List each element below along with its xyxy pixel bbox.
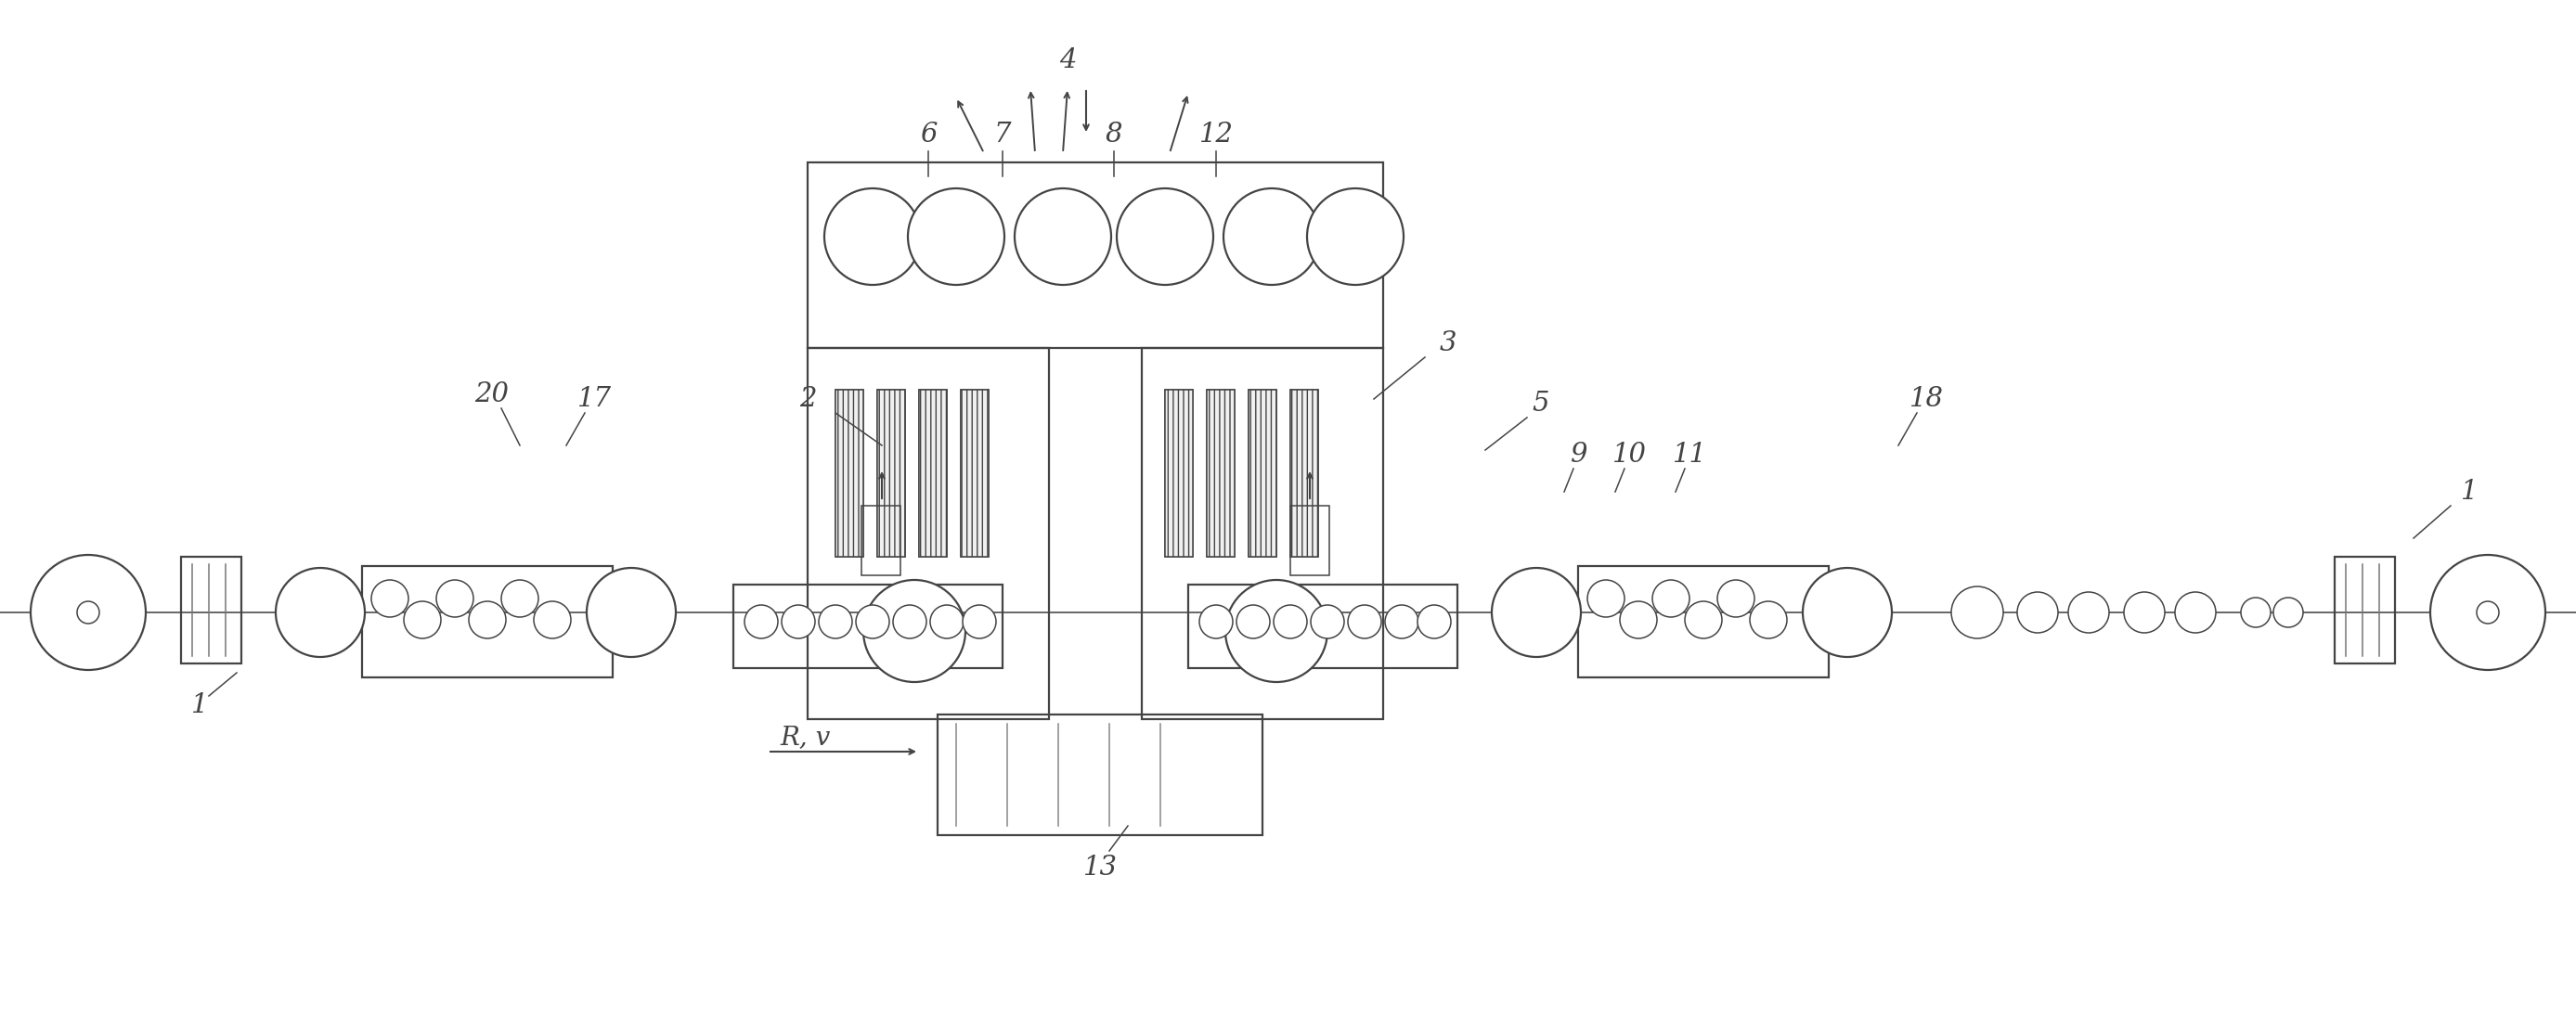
Circle shape	[824, 188, 920, 285]
Circle shape	[819, 605, 853, 639]
Circle shape	[1236, 605, 1270, 639]
Bar	[1164, 389, 1193, 557]
Bar	[1141, 348, 1383, 719]
Bar	[835, 389, 863, 557]
Text: 8: 8	[1105, 122, 1123, 147]
Bar	[180, 557, 242, 663]
Bar	[1291, 506, 1329, 576]
Bar	[809, 163, 1383, 348]
Circle shape	[1224, 188, 1319, 285]
Circle shape	[1651, 580, 1690, 617]
Text: 9: 9	[1569, 442, 1587, 468]
Text: 17: 17	[577, 386, 611, 412]
Circle shape	[1311, 605, 1345, 639]
Bar	[835, 389, 863, 557]
Text: 5: 5	[1533, 390, 1551, 417]
Bar	[734, 585, 1002, 668]
Text: 1: 1	[2460, 479, 2478, 505]
Circle shape	[77, 602, 100, 623]
Circle shape	[744, 605, 778, 639]
Circle shape	[2017, 592, 2058, 632]
Circle shape	[2174, 592, 2215, 632]
Bar	[1291, 389, 1319, 557]
Bar	[920, 389, 948, 557]
Bar	[2334, 557, 2396, 663]
Circle shape	[963, 605, 997, 639]
Circle shape	[276, 568, 366, 657]
Bar	[1579, 566, 1829, 678]
Circle shape	[907, 188, 1005, 285]
Text: 20: 20	[474, 381, 510, 407]
Circle shape	[1273, 605, 1306, 639]
Circle shape	[1749, 602, 1788, 639]
Circle shape	[371, 580, 410, 617]
Circle shape	[930, 605, 963, 639]
Circle shape	[1685, 602, 1721, 639]
Circle shape	[1492, 568, 1582, 657]
Circle shape	[2241, 597, 2269, 627]
Text: 2: 2	[799, 386, 817, 412]
Circle shape	[855, 605, 889, 639]
Circle shape	[31, 555, 147, 670]
Circle shape	[1015, 188, 1110, 285]
Circle shape	[2275, 597, 2303, 627]
Circle shape	[2125, 592, 2164, 632]
Text: 13: 13	[1082, 855, 1118, 881]
Text: 1: 1	[191, 692, 209, 718]
Bar	[809, 348, 1048, 719]
Bar	[1206, 389, 1234, 557]
Circle shape	[2476, 602, 2499, 623]
Text: 4: 4	[1059, 47, 1077, 73]
Circle shape	[894, 605, 927, 639]
Bar	[1249, 389, 1275, 557]
Bar	[1206, 389, 1234, 557]
Bar	[860, 506, 902, 576]
Circle shape	[2429, 555, 2545, 670]
Circle shape	[587, 568, 675, 657]
Circle shape	[1950, 586, 2004, 639]
Text: 3: 3	[1440, 331, 1455, 356]
Circle shape	[781, 605, 814, 639]
Bar	[878, 389, 904, 557]
Circle shape	[1803, 568, 1891, 657]
Circle shape	[502, 580, 538, 617]
Circle shape	[2069, 592, 2110, 632]
Circle shape	[1226, 580, 1327, 682]
Circle shape	[1200, 605, 1234, 639]
Text: 18: 18	[1909, 386, 1942, 412]
Bar	[961, 389, 989, 557]
Bar	[1249, 389, 1275, 557]
Bar	[363, 566, 613, 678]
Circle shape	[1587, 580, 1625, 617]
Circle shape	[1718, 580, 1754, 617]
Text: 7: 7	[994, 122, 1012, 147]
Text: 10: 10	[1613, 442, 1646, 468]
Text: R, v: R, v	[781, 725, 829, 750]
Bar	[920, 389, 948, 557]
Circle shape	[1347, 605, 1381, 639]
Circle shape	[1386, 605, 1419, 639]
Text: 11: 11	[1672, 442, 1708, 468]
Circle shape	[1417, 605, 1450, 639]
Circle shape	[1620, 602, 1656, 639]
Circle shape	[533, 602, 572, 639]
Text: 6: 6	[920, 122, 938, 147]
Circle shape	[469, 602, 505, 639]
Circle shape	[404, 602, 440, 639]
Circle shape	[1306, 188, 1404, 285]
Bar	[1164, 389, 1193, 557]
Text: 12: 12	[1198, 122, 1234, 147]
Circle shape	[863, 580, 966, 682]
Circle shape	[435, 580, 474, 617]
Bar	[1188, 585, 1458, 668]
Bar	[878, 389, 904, 557]
Circle shape	[1118, 188, 1213, 285]
Bar	[938, 715, 1262, 835]
Bar	[1291, 389, 1319, 557]
Bar	[961, 389, 989, 557]
